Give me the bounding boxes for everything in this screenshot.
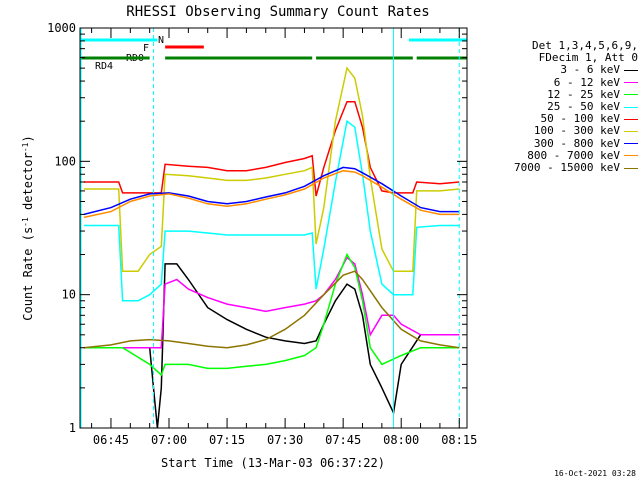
legend-label: 7000 - 15000 keV xyxy=(514,160,620,174)
series-line-25-50-kev xyxy=(83,119,460,302)
timestamp-footer: 16-Oct-2021 03:28 xyxy=(554,469,636,478)
legend-entry: 50 - 100 keV xyxy=(470,112,638,126)
series-line-100-300-kev xyxy=(83,66,460,272)
legend-entry: 12 - 25 keV xyxy=(470,87,638,101)
legend-entry: 3 - 6 keV xyxy=(470,64,638,76)
legend: Det 1,3,4,5,6,9, FDecim 1, Att 0 3 - 6 k… xyxy=(470,39,638,174)
legend-label: 300 - 800 keV xyxy=(533,136,620,150)
legend-label: 50 - 100 keV xyxy=(540,112,620,126)
series-line-800-7000-kev xyxy=(83,169,460,219)
plot-frame xyxy=(79,27,468,429)
flag-layer: NFRD0RD4 xyxy=(80,28,467,428)
legend-label: 100 - 300 keV xyxy=(533,124,620,138)
series-layer xyxy=(83,66,460,428)
x-tick-label: 06:45 xyxy=(93,433,129,447)
y-tick-label: 1000 xyxy=(47,21,76,35)
x-axis-label: Start Time (13-Mar-03 06:37:22) xyxy=(161,456,385,470)
series-line-50-100-kev xyxy=(83,100,460,197)
legend-swatch xyxy=(624,118,638,120)
y-tick-label: 10 xyxy=(62,288,76,302)
series-line-6-12-kev xyxy=(83,256,460,349)
legend-swatch xyxy=(624,70,638,71)
legend-entry: 800 - 7000 keV xyxy=(470,148,638,162)
legend-swatch xyxy=(624,82,638,84)
y-axis-label: Count Rate (s-1 detector-1) xyxy=(21,135,35,320)
flag-label-n: N xyxy=(158,35,164,46)
series-line-3-6-kev xyxy=(83,263,460,428)
legend-swatch xyxy=(624,94,638,96)
x-tick-label: 07:15 xyxy=(209,433,245,447)
x-tick-label: 07:45 xyxy=(325,433,361,447)
legend-label: 6 - 12 keV xyxy=(553,75,620,89)
y-tick-label: 100 xyxy=(54,154,76,168)
legend-header-line-1: Det 1,3,4,5,6,9, xyxy=(532,39,638,52)
legend-swatch xyxy=(624,155,638,157)
flag-label-f: F xyxy=(143,43,149,54)
series-line-7000-15000-kev xyxy=(83,270,460,349)
legend-entry: 100 - 300 keV xyxy=(470,125,638,137)
legend-entry: 25 - 50 keV xyxy=(470,99,638,113)
legend-entry: 300 - 800 keV xyxy=(470,136,638,150)
legend-label: 12 - 25 keV xyxy=(547,87,620,101)
x-tick-label: 08:15 xyxy=(441,433,477,447)
x-tick-label: 07:30 xyxy=(267,433,303,447)
chart-title: RHESSI Observing Summary Count Rates xyxy=(126,4,429,20)
axis-layer: 1 10 100 1000 06:45 07:00 07:15 07:30 07:45 08:00… xyxy=(47,21,477,447)
legend-entry: 7000 - 15000 keV xyxy=(470,160,638,174)
legend-swatch xyxy=(624,130,638,132)
legend-swatch xyxy=(624,167,638,169)
series-line-12-25-kev xyxy=(83,252,460,377)
flag-label-rd4: RD4 xyxy=(95,61,113,72)
series-line-300-800-kev xyxy=(83,166,460,216)
y-tick-label: 1 xyxy=(69,421,76,435)
legend-header-line-2: FDecim 1, Att 0 xyxy=(538,51,638,65)
legend-entry: 6 - 12 keV xyxy=(470,75,638,89)
legend-label: 3 - 6 keV xyxy=(560,63,620,77)
legend-label: 25 - 50 keV xyxy=(547,99,620,113)
legend-label: 800 - 7000 keV xyxy=(527,148,620,162)
x-tick-label: 08:00 xyxy=(383,433,419,447)
legend-swatch xyxy=(624,143,638,145)
legend-swatch xyxy=(624,106,638,108)
x-tick-label: 07:00 xyxy=(151,433,187,447)
